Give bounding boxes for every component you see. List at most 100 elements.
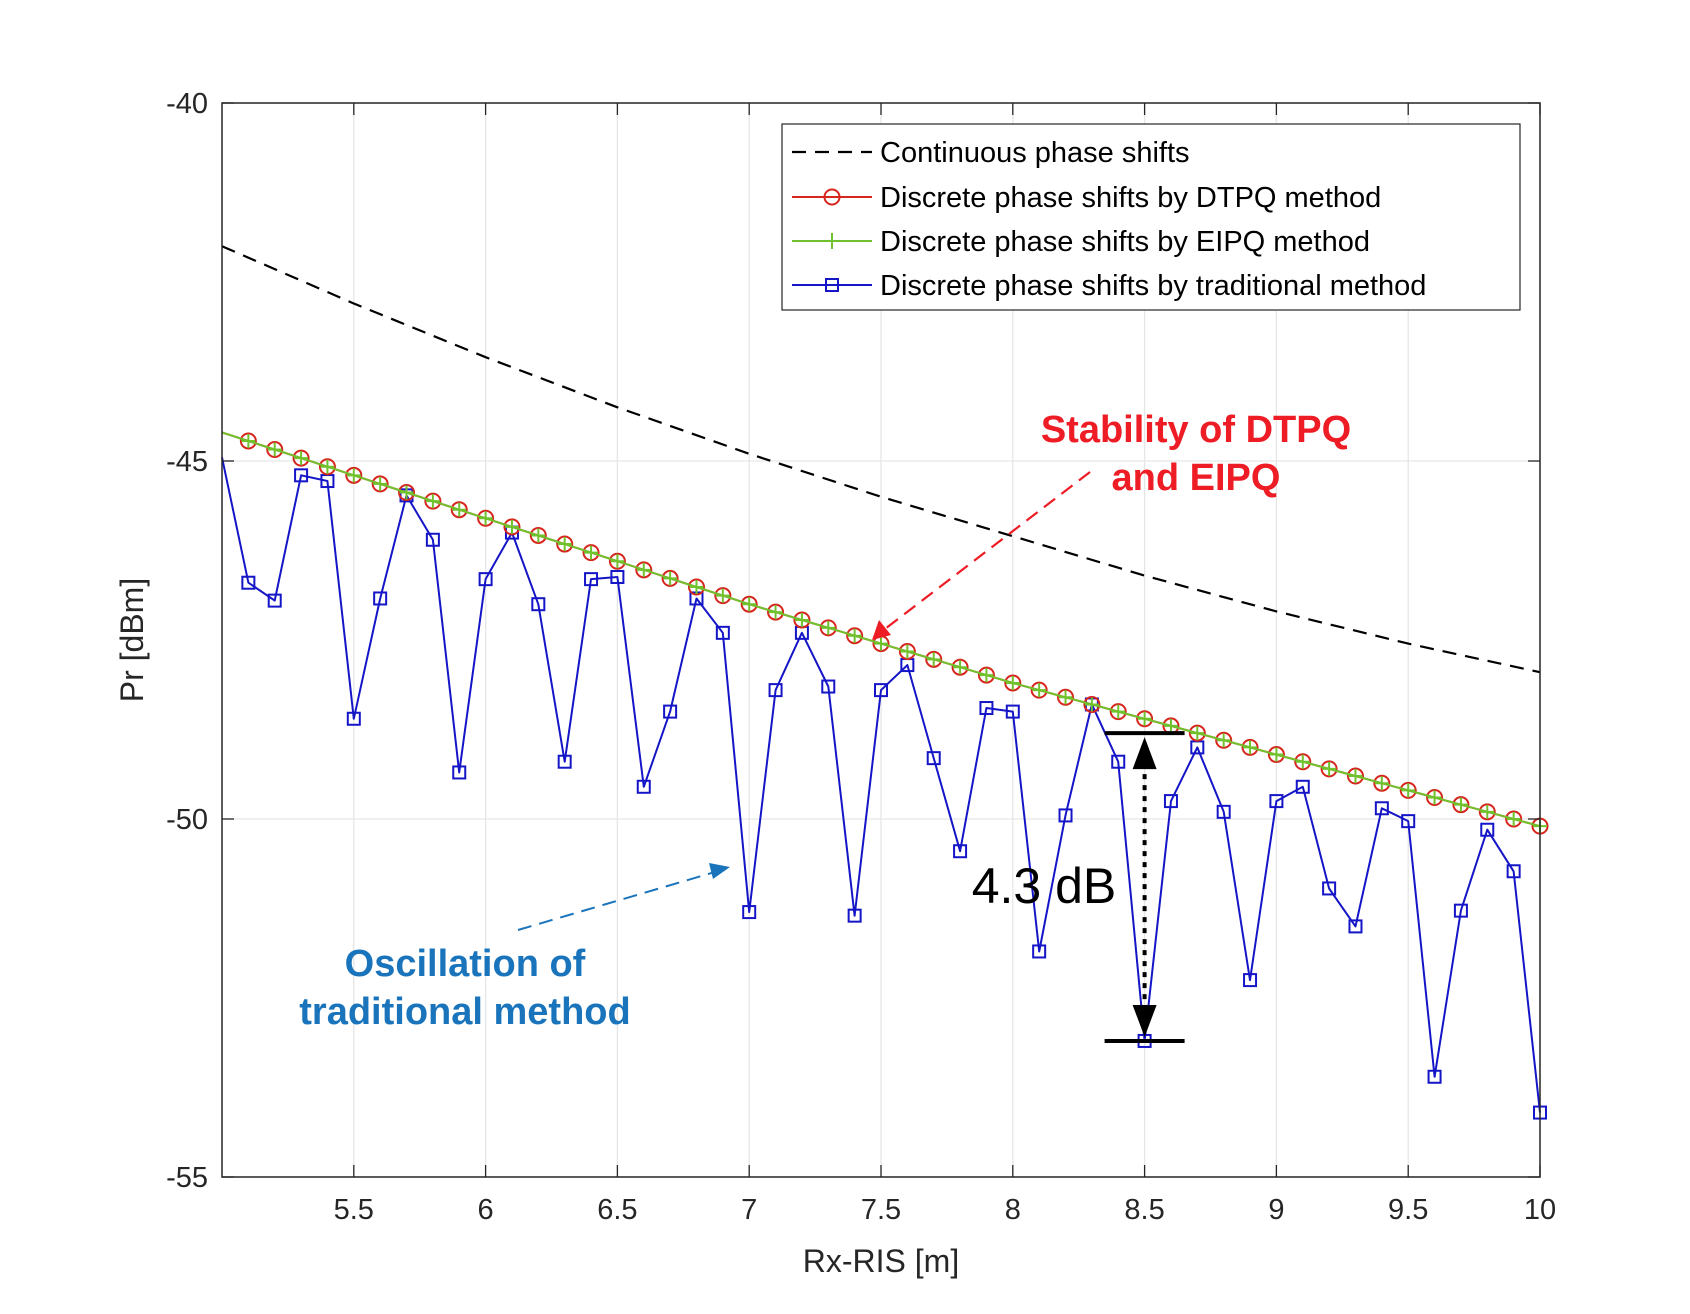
point-eipq xyxy=(1163,718,1178,733)
point-dtpq xyxy=(424,492,442,510)
point-traditional xyxy=(294,468,309,483)
point-traditional xyxy=(1111,754,1126,769)
point-dtpq xyxy=(1399,781,1417,799)
point-traditional xyxy=(1374,801,1389,816)
point-dtpq xyxy=(687,578,705,596)
point-dtpq xyxy=(977,666,995,684)
point-traditional xyxy=(1216,804,1231,819)
point-traditional xyxy=(1506,864,1521,879)
point-dtpq xyxy=(529,526,547,544)
point-dtpq xyxy=(1373,774,1391,792)
point-eipq xyxy=(847,628,862,643)
point-eipq xyxy=(241,433,256,448)
point-traditional xyxy=(1348,919,1363,934)
point-dtpq xyxy=(1267,746,1285,764)
point-traditional xyxy=(715,625,730,640)
point-dtpq xyxy=(398,484,416,502)
point-dtpq xyxy=(1346,767,1364,785)
legend: Continuous phase shifts Discrete phase s… xyxy=(781,123,1521,311)
point-dtpq xyxy=(819,619,837,637)
annotation-oscillation-line2: traditional method xyxy=(299,991,630,1033)
point-eipq xyxy=(1032,683,1047,698)
point-dtpq xyxy=(1452,796,1470,814)
point-traditional xyxy=(584,572,599,587)
point-dtpq xyxy=(1083,695,1101,713)
legend-marker-dtpq xyxy=(823,188,841,206)
legend-box xyxy=(781,123,1521,311)
point-eipq xyxy=(1322,761,1337,776)
point-dtpq xyxy=(635,561,653,579)
gap-arrow-up xyxy=(1132,737,1157,770)
point-eipq xyxy=(373,476,388,491)
series-traditional xyxy=(221,457,1547,1120)
point-eipq xyxy=(531,528,546,543)
point-eipq xyxy=(425,494,440,509)
point-eipq xyxy=(768,605,783,620)
point-traditional xyxy=(1032,944,1047,959)
point-dtpq xyxy=(1426,789,1444,807)
point-traditional xyxy=(1163,794,1178,809)
series-line-continuous xyxy=(221,245,1541,674)
point-dtpq xyxy=(1109,703,1127,721)
x-tick-label: 5.5 xyxy=(334,1194,374,1226)
y-tick-label: -45 xyxy=(166,446,208,478)
point-dtpq xyxy=(714,587,732,605)
point-eipq xyxy=(821,620,836,635)
point-traditional xyxy=(953,844,968,859)
gap-label: 4.3 dB xyxy=(972,858,1117,914)
point-eipq xyxy=(1348,769,1363,784)
point-eipq xyxy=(294,451,309,466)
point-traditional xyxy=(1243,973,1258,988)
point-eipq xyxy=(1058,690,1073,705)
point-traditional xyxy=(926,751,941,766)
x-tick-label: 9 xyxy=(1268,1194,1284,1226)
point-eipq xyxy=(346,468,361,483)
point-eipq xyxy=(267,442,282,457)
point-traditional xyxy=(373,591,388,606)
point-dtpq xyxy=(661,569,679,587)
point-traditional xyxy=(1322,881,1337,896)
point-eipq xyxy=(504,519,519,534)
point-traditional xyxy=(478,572,493,587)
point-dtpq xyxy=(477,509,495,527)
point-dtpq xyxy=(371,475,389,493)
point-traditional xyxy=(425,532,440,547)
x-tick-label: 6 xyxy=(478,1194,494,1226)
point-eipq xyxy=(715,588,730,603)
x-tick-label: 10 xyxy=(1524,1194,1556,1226)
point-traditional xyxy=(346,711,361,726)
point-dtpq xyxy=(503,518,521,536)
y-axis-label: Pr [dBm] xyxy=(114,578,150,702)
point-eipq xyxy=(478,511,493,526)
legend-label-dtpq: Discrete phase shifts by DTPQ method xyxy=(880,182,1381,214)
annotation-oscillation: Oscillation of traditional method xyxy=(299,863,730,1033)
point-traditional xyxy=(742,905,757,920)
point-dtpq xyxy=(740,595,758,613)
point-eipq xyxy=(1506,812,1521,826)
point-dtpq xyxy=(1057,688,1075,706)
point-eipq xyxy=(584,545,599,560)
point-dtpq xyxy=(450,501,468,519)
point-traditional xyxy=(267,593,282,608)
legend-marker-traditional xyxy=(825,278,839,292)
point-traditional xyxy=(610,569,625,584)
annotation-gap: 4.3 dB xyxy=(972,731,1185,1043)
point-eipq xyxy=(636,562,651,577)
x-tick-label: 7.5 xyxy=(861,1194,901,1226)
point-dtpq xyxy=(1241,738,1259,756)
point-eipq xyxy=(399,485,414,500)
point-traditional xyxy=(1401,814,1416,829)
point-traditional xyxy=(452,765,467,780)
point-eipq xyxy=(1243,740,1258,755)
series-continuous xyxy=(221,245,1541,674)
point-dtpq xyxy=(1478,803,1496,821)
point-dtpq xyxy=(1320,760,1338,778)
point-eipq xyxy=(926,652,941,667)
annotation-oscillation-line1: Oscillation of xyxy=(345,943,586,985)
point-dtpq xyxy=(1188,724,1206,742)
point-dtpq xyxy=(345,466,363,484)
point-dtpq xyxy=(318,458,336,476)
point-eipq xyxy=(1295,754,1310,769)
point-dtpq xyxy=(951,658,969,676)
legend-label-eipq: Discrete phase shifts by EIPQ method xyxy=(880,226,1370,258)
